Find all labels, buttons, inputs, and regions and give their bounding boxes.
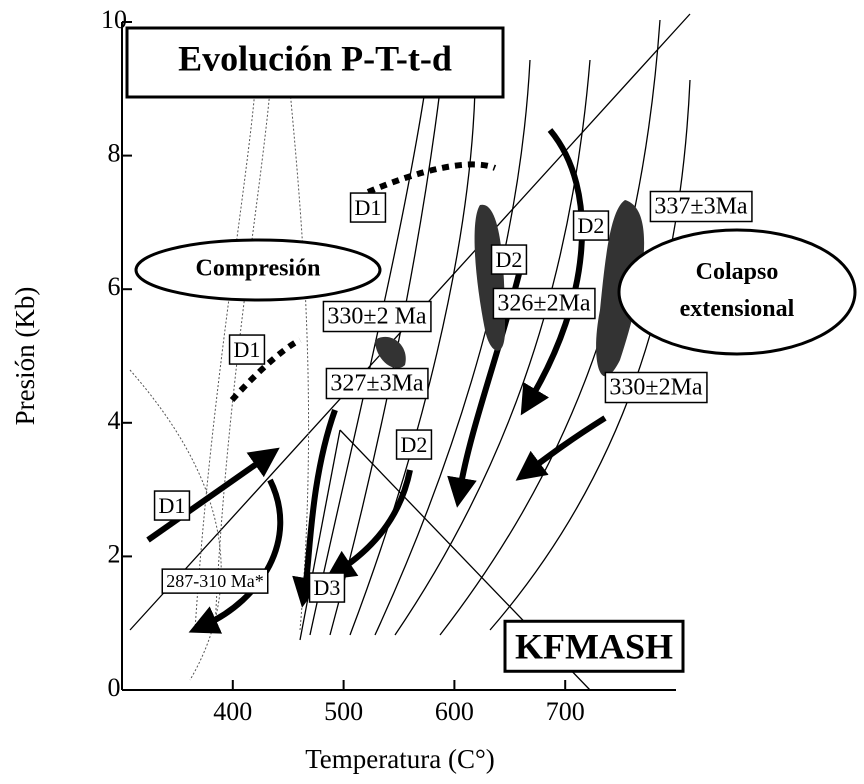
annotation-frame: [349, 192, 387, 223]
annotation-frame: [572, 210, 610, 241]
annotation-frame: [308, 572, 346, 603]
annotation-text: Compresión: [196, 256, 321, 282]
annotation: D1: [228, 334, 266, 365]
annotation-text: D2: [578, 213, 605, 238]
annotation: 287-310 Ma*: [161, 568, 269, 594]
annotation-text: extensional: [680, 296, 795, 322]
annotation-frame: [503, 619, 685, 673]
annotation-frame: [325, 367, 429, 400]
annotation-text: D1: [159, 493, 186, 518]
annotation: 330±2Ma: [604, 371, 708, 404]
annotation: D2: [572, 210, 610, 241]
y-tick-label: 4: [108, 406, 121, 435]
title-box: [125, 26, 505, 99]
annotation-text: Colapso: [696, 259, 779, 285]
chart-title: Evolución P-T-t-d: [178, 38, 452, 78]
annotation-text: D3: [314, 575, 341, 600]
y-axis-label: Presión (Kb): [10, 287, 40, 426]
annotation-frame: [161, 568, 269, 594]
annotation-text: KFMASH: [515, 626, 673, 666]
annotation: Colapso extensional: [617, 228, 857, 356]
annotation: KFMASH: [503, 619, 685, 673]
y-tick-label: 6: [108, 272, 121, 301]
annotation: Compresión: [134, 238, 382, 302]
annotation-text: D2: [496, 247, 523, 272]
annotation-text: D1: [234, 337, 261, 362]
x-tick-label: 500: [324, 697, 363, 726]
annotation: D3: [308, 572, 346, 603]
annotation-frame: [492, 287, 596, 320]
annotation-text: 337±3Ma: [654, 194, 748, 220]
annotation: D1: [349, 192, 387, 223]
annotation-frame: [322, 300, 432, 333]
annotation-frame: [617, 228, 857, 356]
annotation: D1: [153, 490, 191, 521]
annotation-text: 330±2Ma: [609, 375, 703, 401]
y-tick-label: 0: [108, 673, 121, 702]
annotation: 337±3Ma: [649, 190, 753, 223]
x-tick-label: 600: [435, 697, 474, 726]
x-tick-label: 700: [546, 697, 585, 726]
annotation-text: D2: [401, 432, 428, 457]
y-tick-label: 2: [108, 539, 121, 568]
annotation-text: 330±2 Ma: [327, 304, 427, 330]
annotation-frame: [604, 371, 708, 404]
annotation-frame: [649, 190, 753, 223]
annotation: 330±2 Ma: [322, 300, 432, 333]
annotation-frame: [153, 490, 191, 521]
x-tick-label: 400: [213, 697, 252, 726]
annotation-text: 327±3Ma: [330, 371, 424, 397]
y-tick-label: 8: [108, 139, 121, 168]
annotation-frame: [134, 238, 382, 302]
annotation-frame: [490, 244, 528, 275]
annotation-frame: [228, 334, 266, 365]
annotation: 327±3Ma: [325, 367, 429, 400]
annotation-text: 287-310 Ma*: [166, 571, 264, 591]
annotation: 326±2Ma: [492, 287, 596, 320]
y-tick-label: 10: [101, 5, 127, 34]
annotation: D2: [490, 244, 528, 275]
annotation-text: D1: [355, 195, 382, 220]
annotation-frame: [395, 429, 433, 460]
annotation-text: 326±2Ma: [497, 291, 591, 317]
annotation: D2: [395, 429, 433, 460]
x-axis-label: Temperatura (C°): [305, 744, 495, 774]
